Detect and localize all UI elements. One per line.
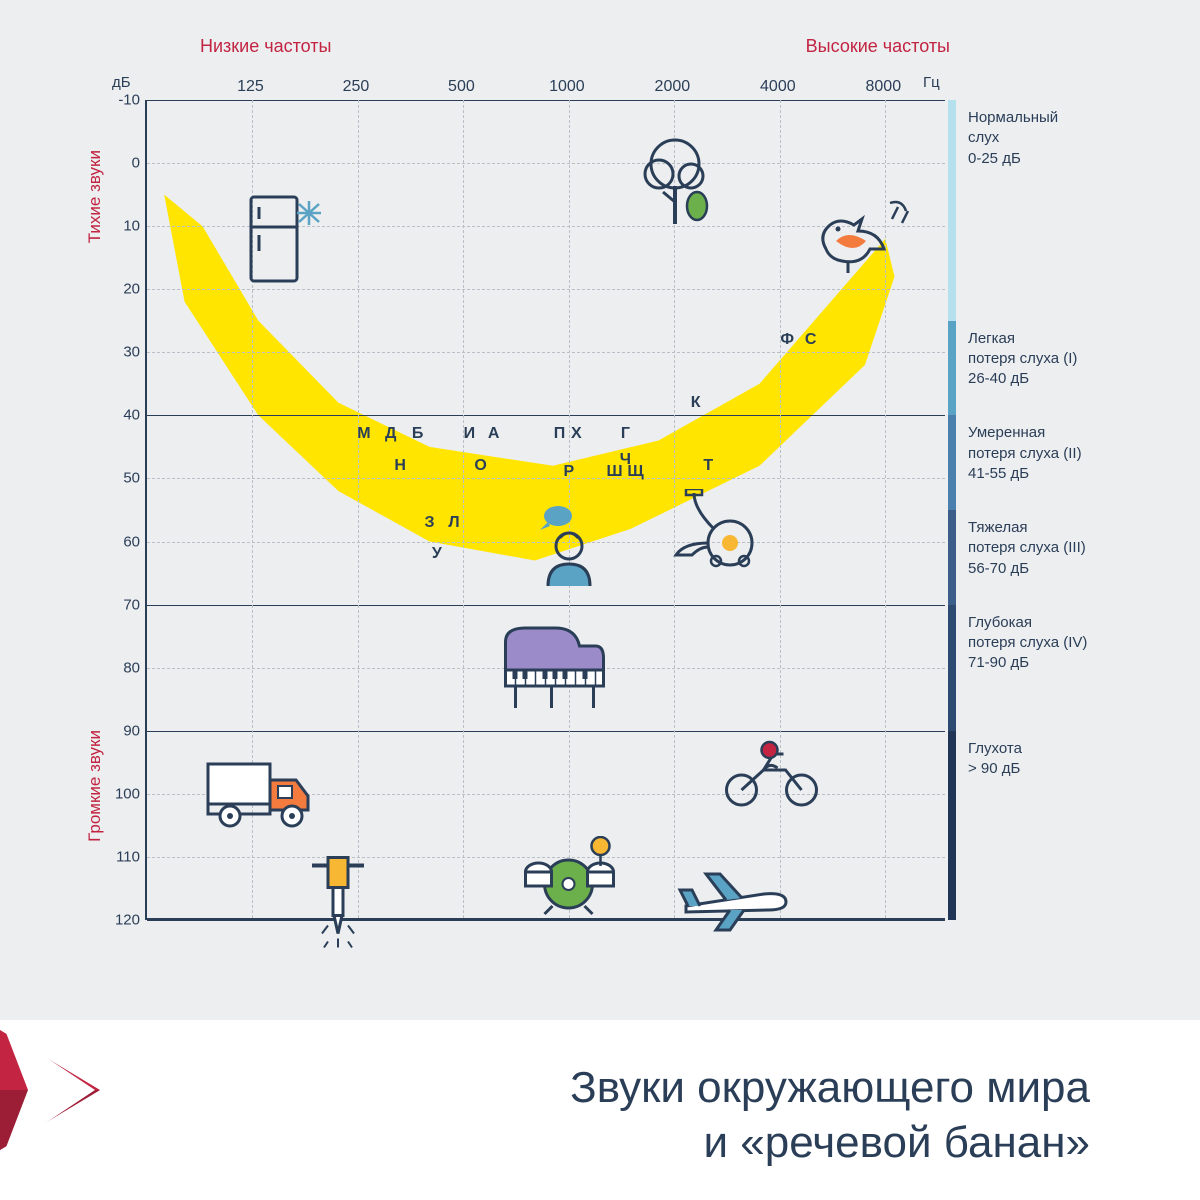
category-label: Умереннаяпотеря слуха (II)41-55 дБ — [968, 423, 1118, 484]
y-tick: 110 — [110, 848, 140, 865]
y-tick: 60 — [110, 533, 140, 550]
y-tick: 20 — [110, 281, 140, 298]
y-tick: 0 — [110, 155, 140, 172]
grid-vline — [358, 100, 359, 918]
y-tick: 10 — [110, 218, 140, 235]
phoneme-letter: Ф — [780, 331, 794, 349]
bird-icon — [806, 197, 916, 281]
y-tick: 50 — [110, 470, 140, 487]
category-label: Нормальныйслух0-25 дБ — [968, 108, 1118, 169]
category-band — [948, 510, 956, 605]
hz-label: Гц — [923, 74, 940, 91]
phoneme-letter: К — [691, 394, 701, 412]
phoneme-letter: Г — [621, 425, 630, 443]
grid-hline — [147, 163, 945, 164]
x-tick: 500 — [448, 78, 475, 96]
y-tick: 70 — [110, 596, 140, 613]
grid-hline — [147, 478, 945, 479]
motorcycle-icon — [720, 740, 825, 810]
grid-hline — [147, 100, 945, 101]
quiet-label: Тихие звуки — [85, 150, 105, 243]
grid-vline — [463, 100, 464, 918]
airplane-icon — [676, 866, 796, 936]
grid-hline — [147, 605, 945, 606]
category-label: Легкаяпотеря слуха (I)26-40 дБ — [968, 329, 1118, 390]
y-tick: 90 — [110, 722, 140, 739]
phoneme-letter: Х — [571, 425, 582, 443]
y-tick: 40 — [110, 407, 140, 424]
category-band — [948, 731, 956, 920]
fridge-icon — [243, 193, 327, 285]
phoneme-letter: А — [488, 425, 500, 443]
phoneme-letter: У — [432, 545, 442, 563]
x-tick: 8000 — [866, 78, 902, 96]
grid-hline — [147, 352, 945, 353]
drums-icon — [516, 836, 621, 916]
title-block: Звуки окружающего мира и «речевой банан» — [0, 1020, 1200, 1200]
plot-area: МДБНИАОЗЛУПХРГШЧЩКТФС — [145, 100, 945, 920]
phoneme-letter: П — [554, 425, 566, 443]
category-label: Тяжелаяпотеря слуха (III)56-70 дБ — [968, 518, 1118, 579]
high-freq-label: Высокие частоты — [806, 36, 950, 57]
grid-hline — [147, 289, 945, 290]
phoneme-letter: О — [474, 457, 486, 475]
category-band — [948, 321, 956, 416]
piano-icon — [495, 622, 610, 714]
y-tick: 100 — [110, 785, 140, 802]
phoneme-letter: Щ — [627, 463, 643, 481]
phoneme-letter: Т — [703, 457, 713, 475]
category-label: Глухота> 90 дБ — [968, 739, 1118, 780]
category-band — [948, 605, 956, 731]
low-freq-label: Низкие частоты — [200, 36, 331, 57]
page-title: Звуки окружающего мира и «речевой банан» — [570, 1060, 1090, 1170]
category-label: Глубокаяпотеря слуха (IV)71-90 дБ — [968, 613, 1118, 674]
y-tick: 30 — [110, 344, 140, 361]
audiogram-chart: Низкие частоты Высокие частоты Тихие зву… — [80, 30, 1140, 990]
person-icon — [530, 498, 608, 586]
loud-label: Громкие звуки — [85, 730, 105, 842]
y-tick: -10 — [110, 92, 140, 109]
phoneme-letter: Н — [394, 457, 406, 475]
phoneme-letter: Б — [412, 425, 424, 443]
phoneme-letter: Р — [564, 463, 575, 481]
title-line-2: и «речевой банан» — [703, 1118, 1090, 1167]
x-tick: 250 — [343, 78, 370, 96]
category-band — [948, 415, 956, 510]
x-tick: 4000 — [760, 78, 796, 96]
x-tick: 125 — [237, 78, 264, 96]
tree-icon — [637, 136, 727, 228]
phoneme-letter: Д — [385, 425, 396, 443]
x-tick: 2000 — [655, 78, 691, 96]
title-line-1: Звуки окружающего мира — [570, 1063, 1090, 1112]
phoneme-letter: С — [805, 331, 817, 349]
chevron-icon — [0, 1000, 210, 1180]
category-band — [948, 100, 956, 321]
phoneme-letter: Л — [448, 514, 459, 532]
grid-hline — [147, 731, 945, 732]
phoneme-letter: И — [464, 425, 476, 443]
vacuum-icon — [664, 489, 764, 569]
db-label: дБ — [112, 74, 131, 91]
grid-hline — [147, 920, 945, 921]
phoneme-letter: М — [357, 425, 370, 443]
y-tick: 80 — [110, 659, 140, 676]
phoneme-letter: З — [424, 514, 434, 532]
truck-icon — [204, 756, 324, 832]
x-tick: 1000 — [549, 78, 585, 96]
y-tick: 120 — [110, 912, 140, 929]
jackhammer-icon — [298, 854, 378, 949]
grid-hline — [147, 415, 945, 416]
